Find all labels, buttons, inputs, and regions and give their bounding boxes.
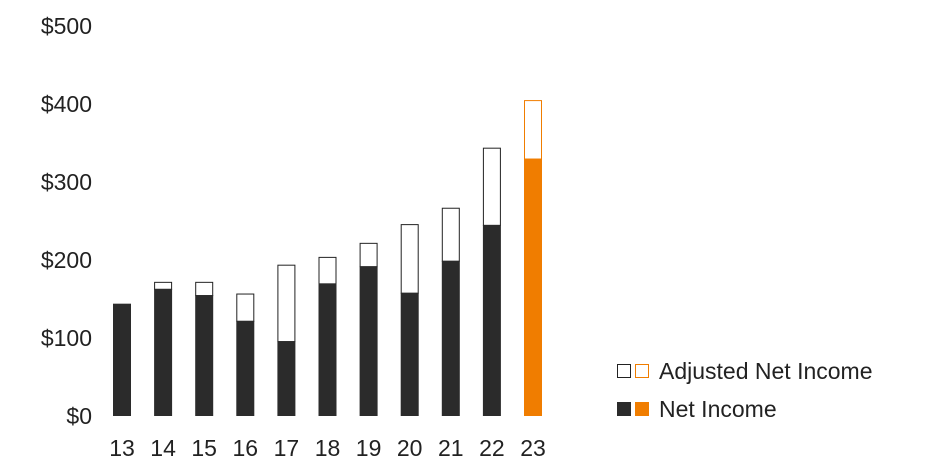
net-income-bar-19: [359, 266, 378, 416]
x-tick-label: 16: [233, 435, 259, 461]
net-income-bar-16: [236, 320, 255, 416]
net-income-bar-17: [277, 341, 296, 416]
net-income-bar-22: [482, 224, 501, 416]
legend-item-net-income: Net Income: [617, 390, 873, 428]
x-tick-label: 18: [315, 435, 341, 461]
legend-swatch-hollow-icon: [617, 364, 631, 378]
net-income-bar-21: [441, 260, 460, 416]
x-tick-label: 14: [150, 435, 176, 461]
legend-item-adjusted-net-income: Adjusted Net Income: [617, 352, 873, 390]
legend: Adjusted Net Income Net Income: [617, 352, 873, 428]
y-tick-label: $300: [41, 169, 92, 195]
adjusted-net-income-bar-23: [524, 100, 542, 160]
adjusted-net-income-bar-16: [236, 293, 255, 322]
net-income-bar-23: [524, 158, 542, 416]
y-tick-label: $400: [41, 91, 92, 117]
legend-label-net: Net Income: [659, 395, 777, 422]
adjusted-net-income-bar-14: [154, 281, 173, 290]
y-tick-label: $100: [41, 325, 92, 351]
x-tick-label: 13: [109, 435, 135, 461]
x-tick-label: 19: [356, 435, 382, 461]
adjusted-net-income-bar-21: [441, 207, 460, 262]
net-income-bar-14: [154, 288, 173, 416]
adjusted-net-income-bar-15: [195, 281, 214, 297]
legend-swatch-solid-icon: [617, 402, 631, 416]
net-income-bar-20: [400, 292, 419, 416]
x-tick-label: 15: [191, 435, 217, 461]
x-tick-label: 23: [520, 435, 546, 461]
adjusted-net-income-bar-17: [277, 264, 296, 343]
x-tick-label: 17: [274, 435, 300, 461]
net-income-bar-13: [113, 303, 131, 416]
net-income-bar-15: [195, 295, 214, 416]
adjusted-net-income-bar-20: [400, 224, 419, 294]
x-tick-label: 22: [479, 435, 505, 461]
y-tick-label: $500: [41, 13, 92, 39]
x-tick-label: 21: [438, 435, 464, 461]
legend-label-adjusted: Adjusted Net Income: [659, 357, 873, 384]
y-tick-label: $200: [41, 247, 92, 273]
adjusted-net-income-bar-19: [359, 242, 378, 268]
net-income-bar-18: [318, 283, 337, 416]
legend-swatch-hollow-orange-icon: [635, 364, 649, 378]
legend-swatch-solid-orange-icon: [635, 402, 649, 416]
y-tick-label: $0: [66, 403, 92, 429]
adjusted-net-income-bar-22: [482, 147, 501, 226]
adjusted-net-income-bar-18: [318, 256, 337, 285]
x-tick-label: 20: [397, 435, 423, 461]
